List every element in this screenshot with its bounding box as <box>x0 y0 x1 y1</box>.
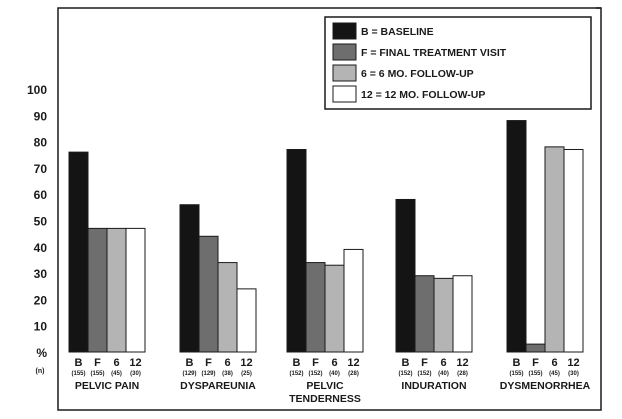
bar-n-label: (28) <box>457 371 468 377</box>
bar-key-label: B <box>293 357 301 369</box>
bar-b-5 <box>506 120 527 353</box>
category-label: INDURATION <box>401 380 466 392</box>
bar-n-label: (30) <box>130 371 141 377</box>
bar-f-4 <box>414 275 435 353</box>
bar-b-4 <box>395 198 416 353</box>
legend-swatch-b <box>332 22 357 40</box>
bar-n-label: (45) <box>549 371 560 377</box>
bar-n-label: (129) <box>201 371 215 377</box>
y-tick-label: 70 <box>34 162 48 176</box>
bar-key-label: F <box>205 357 212 369</box>
bar-n-label: (30) <box>568 371 579 377</box>
bar-key-label: 6 <box>224 357 230 369</box>
legend-swatch-12 <box>332 85 357 103</box>
legend: B = BASELINE F = FINAL TREATMENT VISIT 6 =… <box>324 16 592 110</box>
category-label: PELVIC <box>306 380 344 392</box>
bar-b-3 <box>286 148 307 353</box>
bar-b-1 <box>68 151 89 353</box>
y-tick-label: 100 <box>27 83 47 97</box>
bar-6-2 <box>217 262 238 353</box>
bar-n-label: (155) <box>528 371 542 377</box>
bar-key-label: 12 <box>567 357 579 369</box>
bar-n-label: (152) <box>417 371 431 377</box>
legend-box <box>324 16 592 110</box>
bar-n-label: (25) <box>241 371 252 377</box>
bar-n-label: (152) <box>398 371 412 377</box>
bar-key-label: B <box>186 357 194 369</box>
bar-12-4 <box>452 275 473 353</box>
legend-swatch-f <box>332 43 357 61</box>
bar-f-2 <box>198 235 219 353</box>
bar-key-label: 12 <box>129 357 141 369</box>
bar-n-label: (38) <box>222 371 233 377</box>
legend-entry-f: F = FINAL TREATMENT VISIT <box>361 47 507 59</box>
bar-key-label: 12 <box>456 357 468 369</box>
bar-6-1 <box>106 227 127 353</box>
category-label: PELVIC PAIN <box>75 380 139 392</box>
bar-key-label: B <box>513 357 521 369</box>
bar-key-label: F <box>94 357 101 369</box>
bar-f-1 <box>87 227 108 353</box>
y-tick-label: 10 <box>34 320 48 334</box>
bar-key-label: F <box>421 357 428 369</box>
bar-6-4 <box>433 277 454 353</box>
bar-key-label: 6 <box>331 357 337 369</box>
bar-key-label: 6 <box>113 357 119 369</box>
bar-12-3 <box>343 248 364 353</box>
bar-n-label: (152) <box>289 371 303 377</box>
y-tick-label: 20 <box>34 293 48 307</box>
bar-n-label: (155) <box>71 371 85 377</box>
bar-n-label: (45) <box>111 371 122 377</box>
legend-swatch-6 <box>332 64 357 82</box>
legend-entry-6: 6 = 6 MO. FOLLOW-UP <box>361 68 474 80</box>
y-tick-label: 80 <box>34 136 48 150</box>
y-tick-label: 30 <box>34 267 48 281</box>
y-tick-label: 60 <box>34 188 48 202</box>
bar-n-label: (155) <box>90 371 104 377</box>
bar-n-label: (28) <box>348 371 359 377</box>
bar-key-label: F <box>532 357 539 369</box>
bar-n-label: (155) <box>509 371 523 377</box>
bar-12-5 <box>563 148 584 353</box>
bar-key-label: 6 <box>551 357 557 369</box>
bar-key-label: B <box>402 357 410 369</box>
bar-key-label: 6 <box>440 357 446 369</box>
y-tick-label: 40 <box>34 241 48 255</box>
bar-f-5 <box>525 343 546 353</box>
n-label: (n) <box>36 368 45 375</box>
bar-n-label: (40) <box>329 371 340 377</box>
category-label: DYSPAREUNIA <box>180 380 256 392</box>
y-axis: 100 90 80 70 60 50 40 30 20 10% (n) <box>27 83 47 375</box>
legend-entry-12: 12 = 12 MO. FOLLOW-UP <box>361 89 485 101</box>
category-label: DYSMENORRHEA <box>500 380 591 392</box>
bar-b-2 <box>179 204 200 353</box>
y-tick-label: 90 <box>34 109 48 123</box>
bar-n-label: (152) <box>308 371 322 377</box>
x-axis-labels: B (155) F (155) 6 (45) 12 (30) PELVIC PAIN B (129)… <box>71 357 590 405</box>
bar-key-label: B <box>75 357 83 369</box>
bar-6-3 <box>324 264 345 353</box>
bar-n-label: (129) <box>182 371 196 377</box>
bar-6-5 <box>544 146 565 353</box>
y-tick-label: 50 <box>34 215 48 229</box>
category-label: TENDERNESS <box>289 393 361 405</box>
bar-12-1 <box>125 227 146 353</box>
bar-f-3 <box>305 262 326 353</box>
bar-key-label: 12 <box>347 357 359 369</box>
plot-frame <box>57 7 602 411</box>
bar-12-2 <box>236 288 257 353</box>
y-axis-label: % <box>36 346 47 360</box>
bar-n-label: (40) <box>438 371 449 377</box>
bars-layer <box>68 120 584 353</box>
bar-key-label: 12 <box>240 357 252 369</box>
legend-entry-b: B = BASELINE <box>361 26 434 38</box>
bar-key-label: F <box>312 357 319 369</box>
